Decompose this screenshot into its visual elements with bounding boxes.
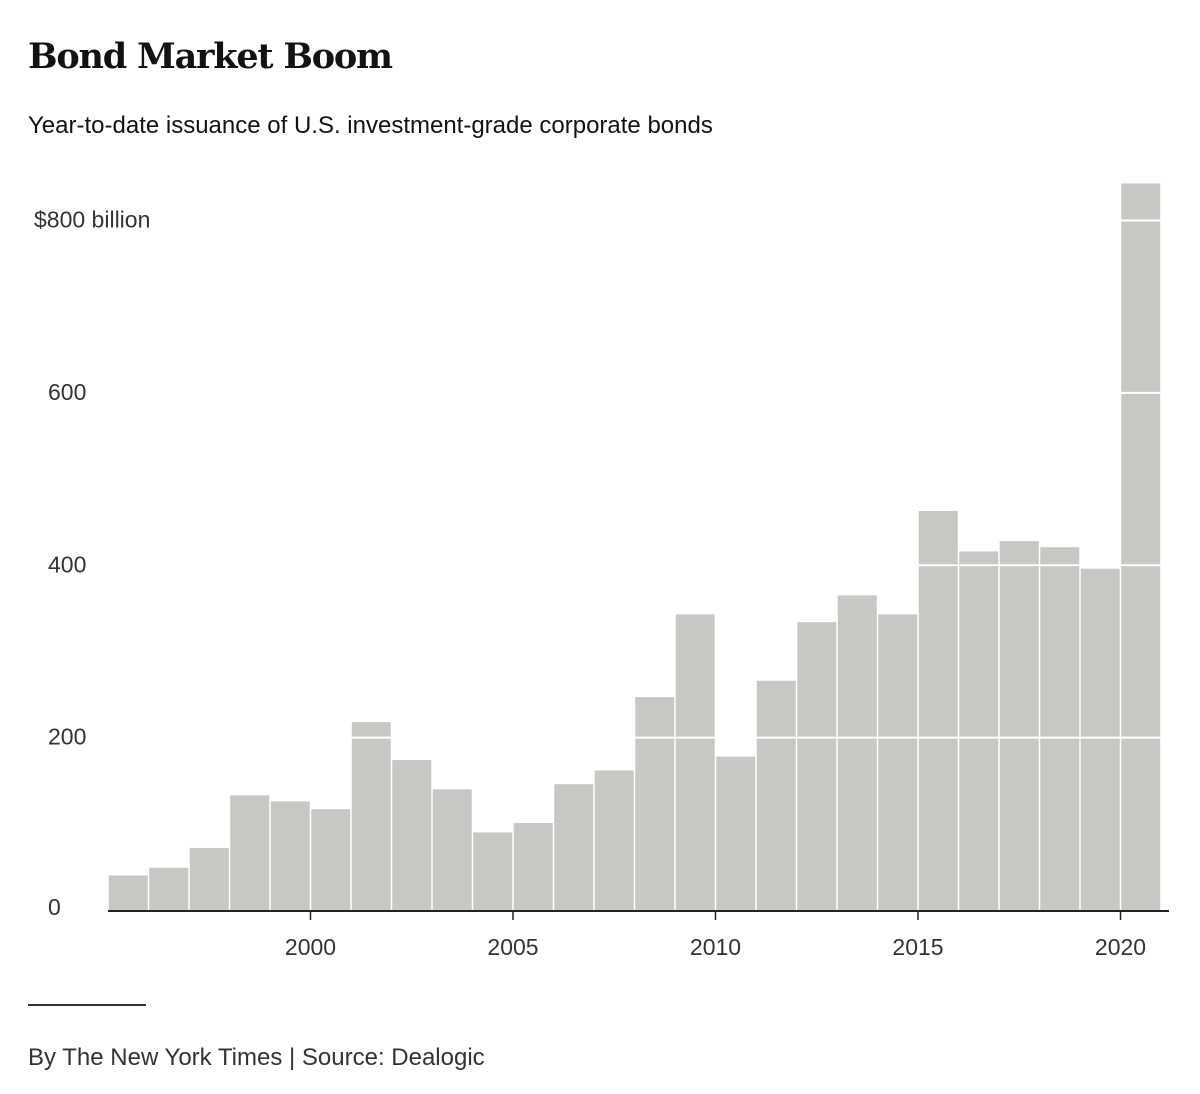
gridlines-group <box>108 219 1166 739</box>
x-tick-label-2000: 2000 <box>285 934 336 960</box>
footer-credit: By The New York Times | Source: Dealogic <box>28 1044 485 1071</box>
bar-2008 <box>635 697 675 910</box>
y-tick-label-0: 0 <box>48 894 61 920</box>
bar-2009 <box>675 614 715 910</box>
bar-1997 <box>189 847 229 910</box>
bar-2003 <box>432 789 472 910</box>
bar-2010 <box>716 756 756 910</box>
x-tick-label-2020: 2020 <box>1095 934 1146 960</box>
bar-2014 <box>878 614 918 910</box>
bar-2015 <box>918 510 958 910</box>
chart-title: Bond Market Boom <box>28 36 393 77</box>
chart-subtitle: Year-to-date issuance of U.S. investment… <box>28 112 713 139</box>
bar-2012 <box>797 622 837 910</box>
x-tick-label-2005: 2005 <box>487 934 538 960</box>
bar-1996 <box>149 867 189 910</box>
bar-2017 <box>999 541 1039 910</box>
bar-2002 <box>392 760 432 910</box>
y-tick-label-200: 200 <box>48 724 86 750</box>
x-tick-label-2010: 2010 <box>690 934 741 960</box>
bar-2013 <box>837 595 877 910</box>
bar-2018 <box>1040 547 1080 910</box>
bar-2004 <box>473 832 513 910</box>
y-tick-label-800: $800 billion <box>34 207 150 233</box>
bars-group <box>108 183 1161 911</box>
x-tick-label-2015: 2015 <box>892 934 943 960</box>
bar-1998 <box>230 795 270 910</box>
bar-2011 <box>756 680 796 910</box>
bar-2016 <box>959 551 999 910</box>
bar-1995 <box>108 875 148 910</box>
bar-2007 <box>594 770 634 910</box>
y-tick-label-600: 600 <box>48 379 86 405</box>
y-tick-label-400: 400 <box>48 551 86 577</box>
bar-1999 <box>270 801 310 910</box>
footer-rule <box>28 1004 146 1006</box>
bar-2019 <box>1080 568 1120 910</box>
bar-2020 <box>1121 183 1161 911</box>
bar-2006 <box>554 784 594 910</box>
y-tick-labels-group: 0 200 400 600 $800 billion <box>34 207 150 920</box>
bar-2005 <box>513 822 553 910</box>
x-ticks-group: 2000 2005 2010 2015 2020 <box>285 911 1146 960</box>
bar-2001 <box>351 722 391 910</box>
bar-2000 <box>311 809 351 910</box>
